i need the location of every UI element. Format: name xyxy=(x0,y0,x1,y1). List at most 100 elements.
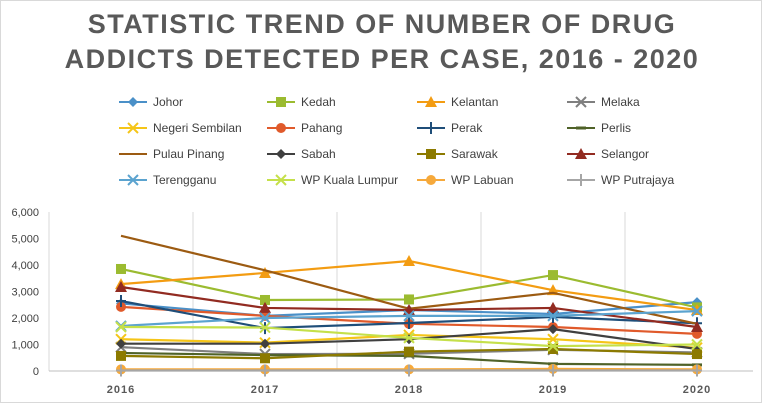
data-point xyxy=(116,263,126,274)
series-sarawak xyxy=(116,344,702,364)
data-point xyxy=(259,312,271,324)
legend-label: Perak xyxy=(451,121,483,135)
data-point xyxy=(426,149,436,159)
legend-label: Sarawak xyxy=(451,147,498,161)
data-point xyxy=(259,321,271,334)
legend-swatch xyxy=(267,97,295,107)
legend-label: Selangor xyxy=(601,147,650,161)
data-point xyxy=(575,148,587,159)
legend-swatch xyxy=(567,174,595,186)
data-point xyxy=(128,97,138,107)
legend-item: WP Kuala Lumpur xyxy=(267,171,417,189)
data-point xyxy=(116,350,126,361)
legend-item: WP Putrajaya xyxy=(567,171,717,189)
data-point xyxy=(127,174,139,186)
legend-label: WP Labuan xyxy=(451,173,514,187)
legend-swatch xyxy=(119,153,147,155)
legend-swatch xyxy=(567,96,595,108)
data-point xyxy=(692,349,702,360)
data-point xyxy=(547,310,559,322)
legend-swatch xyxy=(119,122,147,134)
data-point xyxy=(403,310,415,322)
legend-swatch xyxy=(119,174,147,186)
legend: Johor Kedah Kelantan Melaka Negeri Sembilan P… xyxy=(119,93,719,189)
legend-item: Terengganu xyxy=(119,171,267,189)
data-point xyxy=(691,305,703,317)
data-point xyxy=(116,364,126,377)
legend-swatch xyxy=(267,149,295,159)
x-tick-label: 2020 xyxy=(683,384,711,396)
legend-label: Negeri Sembilan xyxy=(153,121,242,135)
legend-label: Melaka xyxy=(601,95,640,109)
legend-label: Sabah xyxy=(301,147,336,161)
data-point xyxy=(127,122,139,134)
data-point xyxy=(115,321,127,333)
data-point xyxy=(259,301,271,313)
y-tick-label: 3,000 xyxy=(11,287,39,299)
legend-item: Sabah xyxy=(267,145,417,163)
chart-title: STATISTIC TREND OF NUMBER OF DRUG ADDICT… xyxy=(1,7,761,77)
data-point xyxy=(404,294,414,305)
y-tick-label: 2,000 xyxy=(11,313,39,325)
data-point xyxy=(276,123,286,133)
data-point xyxy=(404,364,414,377)
data-point xyxy=(691,338,703,351)
data-point xyxy=(576,174,586,186)
data-point xyxy=(259,266,271,278)
legend-swatch xyxy=(267,123,295,133)
legend-item: Sarawak xyxy=(417,145,567,163)
legend-item: Pulau Pinang xyxy=(119,145,267,163)
y-tick-label: 6,000 xyxy=(11,207,39,219)
data-point xyxy=(115,280,127,292)
chart-title-line-2: ADDICTS DETECTED PER CASE, 2016 - 2020 xyxy=(64,44,700,74)
data-point xyxy=(404,346,414,357)
x-tick-label: 2018 xyxy=(395,384,423,396)
legend-item: Kelantan xyxy=(417,93,567,111)
legend-item: Melaka xyxy=(567,93,717,111)
legend-label: Kelantan xyxy=(451,95,499,109)
chart-title-line-1: STATISTIC TREND OF NUMBER OF DRUG xyxy=(87,9,677,39)
data-point xyxy=(426,122,436,134)
data-point xyxy=(276,149,286,159)
data-point xyxy=(260,338,270,349)
legend-item: Perak xyxy=(417,119,567,137)
data-point xyxy=(404,317,414,330)
legend-label: Pulau Pinang xyxy=(153,147,225,161)
legend-label: Perlis xyxy=(601,121,632,135)
series-wp-kuala-lumpur xyxy=(115,321,703,352)
legend-item: Perlis xyxy=(567,119,717,137)
data-point xyxy=(691,321,703,333)
data-point xyxy=(547,301,559,313)
legend-item: WP Labuan xyxy=(417,171,567,189)
data-point xyxy=(260,353,270,364)
data-point xyxy=(575,96,587,108)
data-point xyxy=(260,364,270,377)
legend-swatch xyxy=(417,96,445,107)
legend-label: WP Kuala Lumpur xyxy=(301,173,399,187)
series-wp-putrajaya xyxy=(116,364,702,377)
data-point xyxy=(692,364,702,377)
x-tick-label: 2016 xyxy=(107,384,135,396)
legend-item: Selangor xyxy=(567,145,717,163)
legend-swatch xyxy=(417,122,445,134)
y-tick-label: 1,000 xyxy=(11,340,39,352)
x-tick-label: 2019 xyxy=(539,384,567,396)
legend-label: Terengganu xyxy=(153,173,217,187)
legend-swatch xyxy=(417,149,445,159)
legend-item: Johor xyxy=(119,93,267,111)
legend-label: Johor xyxy=(153,95,184,109)
data-point xyxy=(260,294,270,305)
data-point xyxy=(275,174,287,186)
legend-swatch xyxy=(119,97,147,107)
y-tick-label: 4,000 xyxy=(11,260,39,272)
data-point xyxy=(276,97,286,107)
y-tick-label: 5,000 xyxy=(11,234,39,246)
legend-swatch xyxy=(567,148,595,159)
data-point xyxy=(116,295,126,308)
legend-swatch xyxy=(417,175,445,185)
data-point xyxy=(116,338,126,349)
legend-label: Pahang xyxy=(301,121,343,135)
data-point xyxy=(425,96,437,107)
